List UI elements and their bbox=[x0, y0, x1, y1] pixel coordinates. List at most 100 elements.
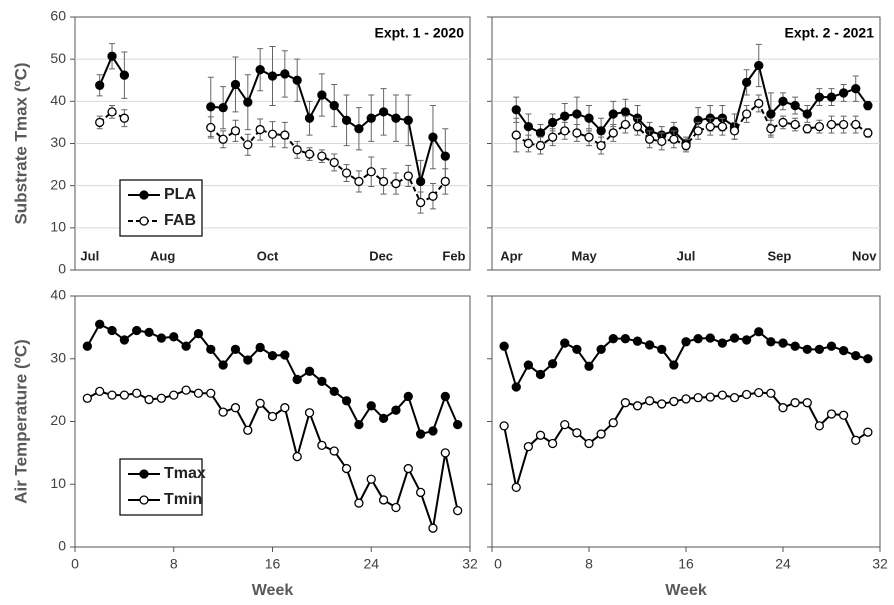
marker bbox=[754, 98, 764, 109]
marker bbox=[863, 100, 873, 111]
y-axis-label: Air Temperature (ºC) bbox=[11, 339, 30, 504]
marker bbox=[669, 360, 679, 370]
marker bbox=[341, 115, 352, 125]
marker bbox=[292, 145, 302, 155]
x-tick-label: 24 bbox=[775, 556, 791, 572]
marker bbox=[826, 341, 837, 351]
marker bbox=[440, 391, 450, 402]
marker bbox=[681, 140, 691, 151]
marker bbox=[267, 411, 278, 422]
x-tick-label: 32 bbox=[462, 556, 478, 572]
marker bbox=[119, 70, 130, 80]
marker bbox=[415, 487, 426, 498]
marker bbox=[329, 386, 339, 397]
marker bbox=[243, 140, 253, 150]
marker bbox=[169, 332, 179, 342]
marker bbox=[826, 92, 837, 102]
marker bbox=[535, 128, 546, 138]
marker bbox=[415, 197, 426, 208]
marker bbox=[851, 350, 861, 361]
marker bbox=[729, 393, 740, 403]
marker bbox=[267, 129, 278, 139]
month-label: Feb bbox=[442, 248, 465, 263]
marker bbox=[596, 429, 606, 439]
marker bbox=[218, 407, 228, 417]
month-label: Jul bbox=[80, 248, 99, 263]
marker bbox=[95, 386, 105, 397]
marker bbox=[354, 124, 364, 134]
marker bbox=[218, 360, 228, 370]
x-axis-label: Week bbox=[252, 582, 294, 599]
marker bbox=[428, 191, 438, 201]
month-label: Nov bbox=[852, 248, 877, 263]
marker bbox=[230, 403, 241, 413]
marker bbox=[766, 109, 776, 119]
legend-label: Tmax bbox=[164, 465, 206, 482]
marker bbox=[863, 354, 873, 364]
marker bbox=[206, 102, 216, 112]
marker bbox=[206, 388, 216, 398]
marker bbox=[584, 132, 594, 142]
marker bbox=[280, 69, 290, 79]
marker bbox=[596, 140, 606, 151]
marker bbox=[802, 398, 812, 408]
x-tick-label: 24 bbox=[363, 556, 379, 572]
x-tick-label: 0 bbox=[71, 556, 79, 572]
marker bbox=[329, 100, 339, 111]
marker bbox=[440, 176, 450, 187]
y-axis-label: Substrate Tmax (ºC) bbox=[11, 62, 30, 224]
marker bbox=[193, 328, 204, 339]
marker bbox=[511, 482, 521, 493]
marker bbox=[754, 60, 764, 71]
marker bbox=[802, 124, 812, 134]
marker bbox=[766, 388, 776, 398]
marker bbox=[596, 126, 606, 136]
marker bbox=[705, 333, 715, 343]
marker bbox=[547, 438, 558, 449]
marker bbox=[632, 401, 643, 411]
month-label: Jul bbox=[677, 248, 696, 263]
marker bbox=[778, 96, 788, 106]
month-label: Sep bbox=[767, 248, 791, 263]
marker bbox=[838, 88, 849, 98]
legend-marker bbox=[139, 495, 149, 505]
marker bbox=[366, 474, 376, 484]
marker bbox=[560, 111, 570, 121]
marker bbox=[523, 360, 534, 370]
marker bbox=[304, 113, 315, 123]
marker bbox=[341, 168, 352, 178]
marker bbox=[814, 421, 825, 431]
marker bbox=[657, 399, 667, 409]
marker bbox=[366, 401, 376, 411]
marker bbox=[535, 369, 546, 380]
marker bbox=[403, 171, 413, 181]
marker bbox=[766, 124, 776, 134]
marker bbox=[428, 523, 438, 533]
marker bbox=[107, 51, 117, 61]
marker bbox=[428, 132, 438, 142]
marker bbox=[681, 337, 691, 347]
panel-title: Expt. 2 - 2021 bbox=[785, 25, 875, 41]
marker bbox=[82, 341, 92, 351]
marker bbox=[304, 366, 315, 376]
marker bbox=[230, 126, 241, 136]
marker bbox=[778, 338, 788, 348]
marker bbox=[584, 361, 594, 371]
marker bbox=[267, 350, 278, 361]
y-tick-label: 20 bbox=[50, 176, 66, 192]
marker bbox=[705, 121, 715, 132]
y-tick-label: 0 bbox=[58, 261, 66, 277]
legend-label: PLA bbox=[164, 186, 196, 203]
marker bbox=[267, 71, 278, 81]
marker bbox=[657, 344, 667, 354]
marker bbox=[243, 425, 253, 435]
series-line bbox=[515, 101, 869, 147]
marker bbox=[741, 77, 752, 88]
y-tick-label: 50 bbox=[50, 50, 66, 66]
x-tick-label: 32 bbox=[872, 556, 888, 572]
marker bbox=[132, 388, 142, 398]
marker bbox=[280, 130, 290, 140]
x-tick-label: 16 bbox=[265, 556, 281, 572]
marker bbox=[729, 333, 740, 343]
